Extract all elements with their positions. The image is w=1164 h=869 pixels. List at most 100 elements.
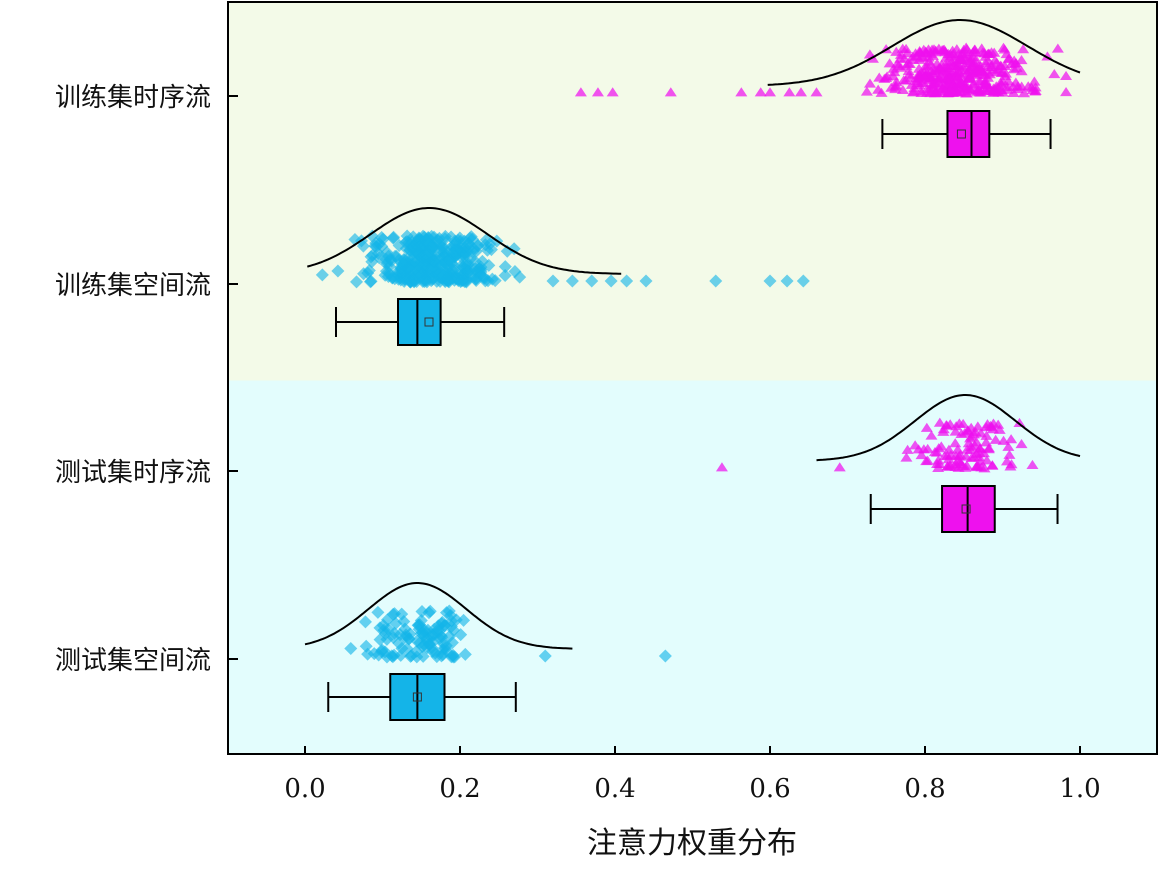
data-point (1015, 66, 1028, 76)
data-point (1015, 438, 1028, 449)
data-point (400, 642, 414, 656)
data-point (999, 68, 1012, 78)
data-point (903, 69, 916, 79)
data-point (943, 461, 956, 471)
data-point (982, 444, 995, 454)
data-point (664, 87, 677, 97)
iqr-box (397, 298, 442, 346)
data-point (933, 417, 946, 427)
data-point (957, 63, 970, 73)
data-point (620, 274, 634, 288)
data-point (905, 79, 918, 89)
series-4 (304, 582, 672, 721)
data-point (1013, 417, 1026, 428)
data-point (953, 54, 966, 64)
x-tick-label: 1.0 (1059, 774, 1100, 804)
mean-marker (956, 129, 966, 139)
data-point (971, 86, 984, 96)
data-point (462, 237, 476, 251)
data-point (365, 229, 379, 243)
data-point (454, 628, 468, 642)
data-point (950, 44, 963, 54)
mean-marker (412, 692, 422, 702)
box-plot (327, 673, 517, 721)
data-point (398, 630, 412, 644)
iqr-box (946, 110, 991, 158)
box-plot (869, 485, 1059, 533)
data-point (477, 271, 491, 285)
data-point (362, 263, 376, 277)
y-tick-label: 训练集空间流 (55, 271, 211, 301)
kde-curve (767, 19, 1081, 86)
data-point (965, 452, 978, 462)
mean-marker (961, 504, 971, 514)
data-point (967, 429, 980, 439)
data-point (917, 44, 930, 54)
data-point (951, 444, 964, 454)
data-point (423, 604, 437, 618)
data-point (913, 63, 926, 73)
x-tick-label: 0.6 (749, 774, 790, 804)
data-point (386, 607, 400, 621)
data-point (925, 86, 938, 96)
data-point (585, 274, 599, 288)
data-point (899, 75, 912, 85)
data-point (935, 441, 948, 451)
data-point (444, 252, 458, 266)
data-point (917, 77, 930, 87)
data-point (987, 87, 1000, 97)
data-point (422, 638, 436, 652)
data-point (989, 434, 1002, 444)
x-tick-label: 0.2 (439, 774, 480, 804)
data-point (900, 60, 913, 70)
data-point (980, 455, 993, 465)
data-point (926, 44, 939, 54)
data-point (436, 268, 450, 282)
data-point (993, 424, 1006, 434)
data-point (952, 455, 965, 465)
data-point (980, 422, 993, 432)
data-point (1001, 84, 1014, 94)
data-point (883, 58, 896, 68)
plot-content (304, 19, 1081, 721)
data-point (344, 642, 358, 656)
data-point (763, 274, 777, 288)
data-point (394, 648, 408, 662)
data-point (1007, 87, 1020, 98)
data-point (449, 613, 463, 627)
data-point (1028, 76, 1041, 86)
data-point (417, 249, 431, 263)
background-band (228, 2, 1157, 381)
data-point (907, 86, 920, 96)
x-tick-label: 0.4 (594, 774, 635, 804)
data-point (658, 649, 672, 663)
data-point (458, 647, 472, 661)
data-point (969, 462, 982, 472)
data-point (402, 261, 416, 275)
data-point (431, 619, 445, 633)
data-point (440, 606, 454, 620)
y-tick-label: 测试集时序流 (55, 458, 211, 488)
data-point (1002, 441, 1015, 451)
data-point (546, 274, 560, 288)
data-point (754, 87, 767, 97)
data-point (358, 615, 372, 629)
data-point (359, 639, 373, 653)
data-point (920, 456, 933, 466)
data-point (1011, 81, 1024, 91)
data-point (983, 69, 996, 79)
data-point (783, 87, 796, 97)
data-point (382, 249, 396, 263)
data-point (942, 454, 955, 464)
data-point (508, 265, 522, 279)
box-plot (881, 110, 1052, 158)
series-points (315, 229, 810, 289)
data-point (428, 254, 442, 268)
data-point (368, 239, 382, 253)
x-axis-label: 注意力权重分布 (587, 826, 797, 861)
data-point (889, 84, 902, 94)
series-2 (307, 207, 810, 346)
data-point (482, 258, 496, 272)
data-point (917, 444, 930, 454)
data-point (591, 87, 604, 97)
